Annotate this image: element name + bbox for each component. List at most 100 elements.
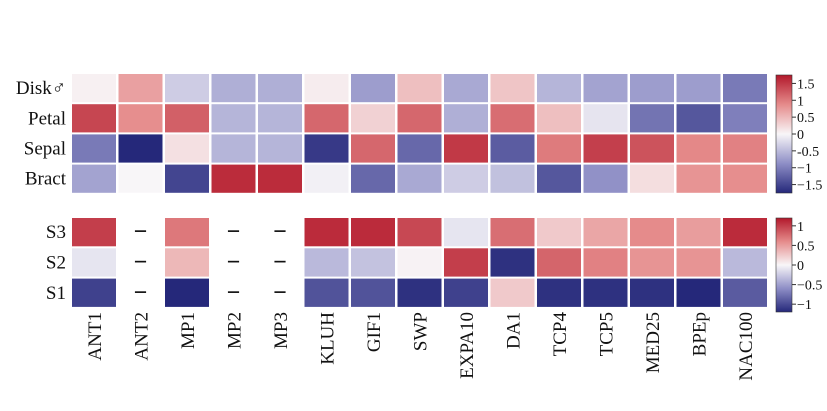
heatmap-cell — [444, 74, 488, 103]
heatmap-cell — [444, 248, 488, 277]
column-label: MP2 — [225, 312, 246, 349]
colorbar-gradient — [775, 74, 793, 194]
heatmap-cell — [258, 74, 302, 103]
heatmap-cell — [397, 104, 442, 133]
row-label: S3 — [46, 222, 66, 243]
heatmap-cell — [258, 164, 302, 193]
heatmap-cell — [537, 248, 581, 277]
heatmap-cell — [397, 164, 442, 193]
column-label: NAC100 — [736, 312, 757, 381]
heatmap-cell — [118, 74, 163, 103]
heatmap-cell — [397, 134, 442, 163]
heatmap-cell — [304, 248, 349, 277]
column-label: MED25 — [643, 312, 664, 373]
heatmap-cell — [351, 74, 395, 103]
heatmap-cell — [351, 218, 395, 247]
missing-marker: − — [134, 219, 148, 245]
heatmap-cell — [723, 74, 767, 103]
heatmap-cell — [351, 164, 395, 193]
colorbar-tick-label: 0.5 — [797, 239, 815, 254]
heatmap-cell — [537, 218, 581, 247]
heatmap-cell — [304, 278, 349, 307]
heatmap-cell — [537, 278, 581, 307]
heatmap-cell — [211, 74, 256, 103]
heatmap-cell — [118, 164, 163, 193]
heatmap-cell — [676, 134, 721, 163]
column-labels: ANT1 ANT2 MP1 MP2 MP3 KLUH GIF1 SWP EXPA10 DA1 TCP… — [85, 312, 757, 381]
heatmap-cell — [676, 248, 721, 277]
missing-marker: − — [227, 280, 241, 306]
row-label: S1 — [46, 283, 66, 304]
heatmap-cell — [72, 164, 116, 193]
colorbar-bottom: 1 0.5 0 −0.5 −1 — [775, 217, 822, 313]
heatmap-cell — [723, 278, 767, 307]
heatmap-cell — [444, 164, 488, 193]
column-label: TCP5 — [597, 312, 618, 356]
heatmap-cell — [490, 248, 535, 277]
heatmap-cell — [351, 278, 395, 307]
heatmap-cell — [165, 164, 209, 193]
heatmap-cell — [490, 278, 535, 307]
heatmap-cell — [72, 134, 116, 163]
colorbar-tick-label: 0 — [797, 259, 804, 274]
missing-marker: − — [134, 249, 148, 275]
heatmap-cell — [165, 74, 209, 103]
heatmap-cell — [444, 218, 488, 247]
heatmap-cell — [583, 218, 628, 247]
heatmap-cell — [397, 248, 442, 277]
missing-marker: − — [134, 280, 148, 306]
heatmap-cell — [583, 278, 628, 307]
heatmap-cell — [583, 248, 628, 277]
heatmap-cell — [444, 278, 488, 307]
heatmap-cell — [630, 134, 674, 163]
column-label: SWP — [411, 312, 432, 351]
column-label: KLUH — [318, 312, 339, 365]
colorbar-tick-label: 1.5 — [797, 77, 815, 92]
column-label: DA1 — [504, 312, 525, 349]
missing-marker: − — [273, 219, 287, 245]
heatmap-cell — [165, 218, 209, 247]
heatmap-cell — [72, 104, 116, 133]
heatmap-cell — [211, 104, 256, 133]
colorbar-tick-label: −1.5 — [797, 179, 822, 194]
heatmap-cell — [304, 218, 349, 247]
heatmap-cell — [490, 74, 535, 103]
colorbar-tick-label: -0.5 — [797, 145, 819, 160]
heatmap-panel-tissues: Disk♂ Petal Sepal Bract — [16, 74, 767, 193]
heatmap-cell — [351, 104, 395, 133]
heatmap-cell — [630, 218, 674, 247]
heatmap-cell — [165, 134, 209, 163]
heatmap-cell — [351, 248, 395, 277]
column-label: MP3 — [271, 312, 292, 349]
colorbar-top: 1.5 1 0.5 0 -0.5 −1 −1.5 — [775, 74, 822, 194]
heatmap-cell — [304, 134, 349, 163]
heatmap-cell — [676, 218, 721, 247]
heatmap-cell — [304, 164, 349, 193]
heatmap-cell — [258, 134, 302, 163]
colorbar-tick-label: 1 — [797, 220, 804, 235]
heatmap-cell — [583, 134, 628, 163]
heatmap-cell — [630, 278, 674, 307]
heatmap-cell — [397, 278, 442, 307]
heatmap-cell — [490, 218, 535, 247]
row-label: S2 — [46, 252, 66, 273]
column-label: ANT1 — [85, 312, 106, 361]
row-label: Disk♂ — [16, 78, 66, 99]
column-label: MP1 — [178, 312, 199, 349]
heatmap-cell — [537, 164, 581, 193]
heatmap-cell — [583, 104, 628, 133]
missing-marker: − — [227, 249, 241, 275]
missing-marker: − — [273, 249, 287, 275]
heatmap-cell — [258, 104, 302, 133]
missing-marker: − — [273, 280, 287, 306]
heatmap-cell — [165, 104, 209, 133]
colorbar-gradient — [775, 217, 793, 313]
heatmap-cell — [444, 134, 488, 163]
heatmap-cell — [723, 104, 767, 133]
heatmap-cell — [490, 134, 535, 163]
heatmap-cell — [397, 218, 442, 247]
colorbar-tick-label: −1 — [797, 162, 812, 177]
heatmap-cell — [72, 74, 116, 103]
heatmap-cell — [723, 134, 767, 163]
heatmap-cell — [304, 74, 349, 103]
